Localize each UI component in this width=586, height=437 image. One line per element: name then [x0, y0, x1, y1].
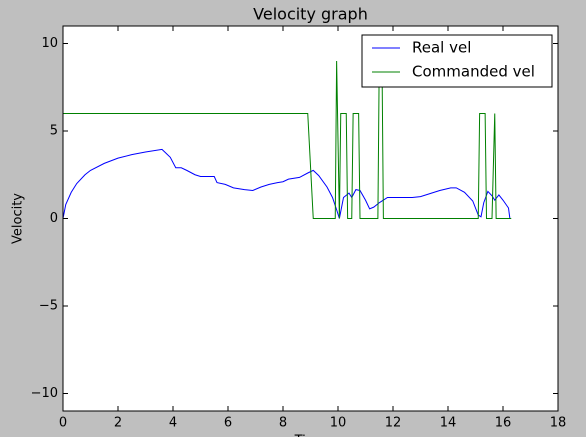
x-tick-label: 0	[59, 416, 67, 431]
plot-frame	[62, 25, 559, 412]
line-series	[63, 60, 512, 219]
x-tick-label: 4	[169, 416, 177, 431]
x-tick-label: 8	[279, 416, 287, 431]
line-series	[63, 148, 511, 219]
x-tick-label: 18	[550, 416, 567, 431]
legend-box	[361, 34, 553, 88]
y-tick-label: −5	[39, 299, 58, 314]
ticks: 0 2 4 6 8 10 12 14 16 18 −10 −5 0 5 10	[31, 26, 567, 431]
y-tick-label: 5	[50, 124, 58, 139]
lines	[63, 60, 512, 219]
x-tick-label: 6	[224, 416, 232, 431]
legend: Real vel Commanded vel	[361, 34, 553, 88]
y-tick-label: 0	[50, 211, 58, 226]
x-tick-label: 12	[385, 416, 402, 431]
chart-title: Velocity graph	[253, 5, 368, 24]
x-tick-label: 16	[495, 416, 512, 431]
y-axis-label: Velocity	[11, 193, 26, 244]
legend-label: Commanded vel	[412, 63, 535, 81]
x-tick-label: 2	[114, 416, 122, 431]
legend-label: Real vel	[412, 39, 471, 57]
x-tick-label: 14	[440, 416, 457, 431]
y-tick-label: −10	[31, 386, 58, 401]
x-tick-label: 10	[330, 416, 347, 431]
y-tick-label: 10	[41, 36, 58, 51]
x-axis-label: Time	[294, 434, 327, 437]
